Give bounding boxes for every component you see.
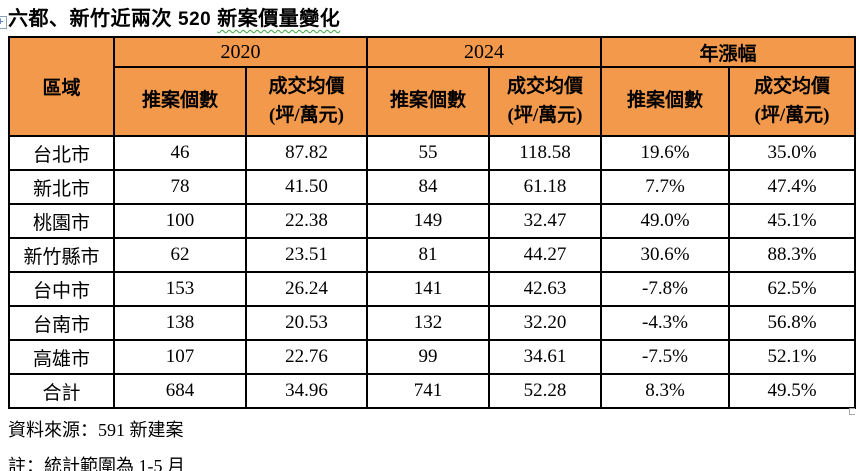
region-cell: 高雄市 [8, 339, 115, 375]
data-cell: 23.51 [245, 237, 368, 273]
column-header-2020-count: 推案個數 [113, 66, 247, 137]
data-cell: 35.0% [727, 135, 857, 171]
table-move-handle-icon[interactable]: + [0, 16, 7, 29]
data-cell: 56.8% [727, 305, 857, 341]
data-cell: 45.1% [727, 203, 857, 239]
table-row-tainan: 台南市 138 20.53 132 32.20 -4.3% 56.8% [8, 305, 857, 341]
data-cell: 34.61 [488, 339, 602, 375]
region-cell: 桃園市 [8, 203, 115, 239]
table-row-taoyuan: 桃園市 100 22.38 149 32.47 49.0% 45.1% [8, 203, 857, 239]
data-cell: 42.63 [488, 271, 602, 307]
range-note: 註：統計範圍為 1-5 月 [8, 456, 185, 471]
header-sub-row: 推案個數 成交均價 (坪/萬元) 推案個數 成交均價 (坪/萬元) 推案個數 成交均… [9, 66, 857, 137]
price-header-line2: (坪/萬元) [269, 104, 344, 126]
data-cell: 141 [366, 271, 490, 307]
data-cell: 30.6% [600, 237, 730, 273]
title-number: 520 [178, 9, 212, 30]
data-cell: 26.24 [245, 271, 368, 307]
data-cell: 20.53 [245, 305, 368, 341]
data-cell: 100 [113, 203, 247, 239]
column-group-2024: 2024 [366, 36, 602, 68]
table-row-hsinchu: 新竹縣市 62 23.51 81 44.27 30.6% 88.3% [8, 237, 857, 273]
data-cell: 7.7% [600, 169, 730, 205]
data-cell: 49.5% [727, 373, 857, 409]
table-row-newtaipei: 新北市 78 41.50 84 61.18 7.7% 47.4% [8, 169, 857, 205]
data-cell: 99 [366, 339, 490, 375]
region-cell: 合計 [8, 373, 115, 409]
column-header-region: 區域 [8, 36, 115, 137]
table-row-taipei: 台北市 46 87.82 55 118.58 19.6% 35.0% [8, 135, 857, 171]
data-cell: 32.47 [488, 203, 602, 239]
price-header-line1: 成交均價 [506, 76, 583, 97]
region-cell: 新竹縣市 [8, 237, 115, 273]
data-cell: 132 [366, 305, 490, 341]
region-cell: 新北市 [8, 169, 115, 205]
data-cell: -7.8% [600, 271, 730, 307]
data-cell: 62 [113, 237, 247, 273]
region-cell: 台南市 [8, 305, 115, 341]
data-cell: 8.3% [600, 373, 730, 409]
column-group-2020: 2020 [113, 36, 368, 68]
data-cell: 41.50 [245, 169, 368, 205]
header-group-row: 區域 2020 2024 年漲幅 [8, 36, 857, 137]
data-cell: 19.6% [600, 135, 730, 171]
title-text: 六都、新竹近兩次 [8, 8, 172, 30]
region-cell: 台北市 [8, 135, 115, 171]
data-cell: 684 [113, 373, 247, 409]
column-header-2024-price: 成交均價 (坪/萬元) [488, 66, 602, 137]
data-cell: 32.20 [488, 305, 602, 341]
data-cell: 44.27 [488, 237, 602, 273]
data-cell: 22.38 [245, 203, 368, 239]
data-cell: 81 [366, 237, 490, 273]
data-cell: 49.0% [600, 203, 730, 239]
data-cell: 52.1% [727, 339, 857, 375]
data-cell: 149 [366, 203, 490, 239]
data-cell: 118.58 [488, 135, 602, 171]
region-cell: 台中市 [8, 271, 115, 307]
column-header-yoy-count: 推案個數 [600, 66, 730, 137]
title-text-wavy-underlined: 新案價量變化 [217, 8, 341, 30]
data-cell: 47.4% [727, 169, 857, 205]
data-cell: 741 [366, 373, 490, 409]
data-cell: 34.96 [245, 373, 368, 409]
column-group-yoy: 年漲幅 [599, 36, 857, 68]
column-header-yoy-price: 成交均價 (坪/萬元) [727, 66, 857, 137]
data-cell: -7.5% [600, 339, 730, 375]
data-cell: 62.5% [727, 271, 857, 307]
data-cell: 107 [113, 339, 247, 375]
price-volume-table: 區域 2020 2024 年漲幅 推案個數 成交均價 (坪/萬元) 推案個數 成交… [8, 36, 857, 409]
data-cell: 153 [113, 271, 247, 307]
column-header-2020-price: 成交均價 (坪/萬元) [245, 66, 368, 137]
data-cell: 87.82 [245, 135, 368, 171]
price-header-line1: 成交均價 [754, 76, 831, 97]
table-resize-handle[interactable] [849, 408, 855, 415]
table-row-kaohsiung: 高雄市 107 22.76 99 34.61 -7.5% 52.1% [8, 339, 857, 375]
data-cell: 22.76 [245, 339, 368, 375]
source-note: 資料來源：591 新建案 [8, 420, 184, 440]
price-header-line2: (坪/萬元) [507, 104, 583, 126]
data-cell: 84 [366, 169, 490, 205]
data-cell: 138 [113, 305, 247, 341]
data-cell: 55 [366, 135, 490, 171]
price-header-line2: (坪/萬元) [754, 104, 830, 126]
table-row-taichung: 台中市 153 26.24 141 42.63 -7.8% 62.5% [8, 271, 857, 307]
data-cell: 46 [113, 135, 247, 171]
page-title: 六都、新竹近兩次 520 新案價量變化 [8, 2, 860, 31]
data-cell: 61.18 [488, 169, 602, 205]
data-cell: 88.3% [727, 237, 857, 273]
data-cell: -4.3% [600, 305, 730, 341]
column-header-2024-count: 推案個數 [366, 66, 490, 137]
price-header-line1: 成交均價 [268, 76, 345, 97]
table-row-total: 合計 684 34.96 741 52.28 8.3% 49.5% [8, 373, 857, 409]
data-cell: 52.28 [488, 373, 602, 409]
data-cell: 78 [113, 169, 247, 205]
